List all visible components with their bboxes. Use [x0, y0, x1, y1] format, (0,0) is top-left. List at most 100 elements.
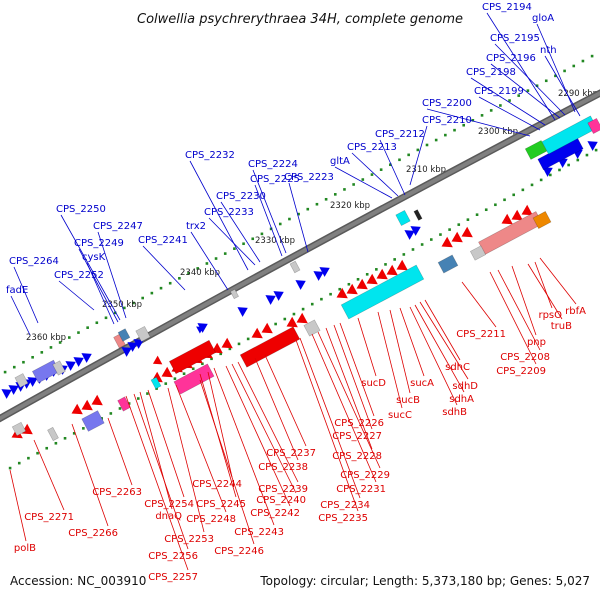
tick-dot-outer [31, 355, 34, 359]
reverse-gene-label: sucD [361, 378, 386, 389]
reverse-gene-label: CPS_2257 [148, 572, 198, 583]
forward-leader-line [189, 160, 249, 271]
tick-dot-outer [554, 74, 557, 78]
reverse-leader-line [199, 379, 255, 545]
forward-leader-line [379, 139, 406, 196]
forward-leader-line [254, 184, 283, 257]
reverse-leader-line [254, 357, 299, 461]
tick-dot-inner [567, 163, 570, 167]
reverse-gene-arrow [336, 287, 348, 299]
tick-dot-inner [127, 402, 131, 405]
tick-dot-inner [146, 392, 149, 395]
tick-dot-inner [274, 322, 277, 326]
forward-gene-arrow [196, 326, 204, 334]
tick-dot-outer [398, 158, 401, 162]
tick-dot-inner [420, 243, 424, 246]
tick-dot-outer [462, 123, 465, 127]
forward-gene-label: CPS_2213 [347, 142, 397, 153]
reverse-gene-label: CPS_2244 [192, 479, 242, 490]
tick-dot-outer [104, 316, 108, 320]
reverse-gene-arrow [376, 268, 388, 280]
tick-dot-outer [352, 183, 355, 186]
reverse-gene-arrow [261, 322, 273, 334]
tick-dot-outer [168, 281, 172, 285]
reverse-gene-label: CPS_2238 [258, 462, 308, 473]
forward-leader-line [486, 12, 556, 121]
reverse-gene-block [239, 326, 301, 368]
tick-dot-inner [384, 263, 387, 266]
forward-gene-arrow [237, 307, 248, 317]
reverse-leader-line [414, 304, 465, 393]
tick-dot-outer [333, 193, 337, 196]
forward-gene-arrow [27, 377, 38, 387]
reverse-leader-line [409, 306, 458, 406]
tick-dot-outer [196, 267, 200, 270]
tick-dot-inner [63, 436, 67, 440]
tick-dot-inner [539, 178, 543, 182]
tick-dot-inner [173, 377, 177, 380]
reverse-leader-line [333, 324, 373, 430]
tick-dot-inner [36, 451, 39, 455]
forward-gene-arrow [273, 291, 284, 301]
reverse-leader-line [311, 333, 377, 483]
reverse-gene-block [168, 339, 217, 375]
forward-gene-arrow [410, 226, 421, 236]
tick-dot-outer [526, 89, 530, 92]
tick-dot-outer [379, 168, 383, 171]
reverse-leader-line [133, 393, 189, 550]
reverse-gene-arrow [356, 278, 368, 290]
tick-dot-outer [324, 197, 328, 201]
tick-dot-inner [475, 213, 479, 216]
reverse-gene-arrow [461, 226, 473, 238]
forward-gene-label: CPS_2194 [482, 2, 532, 13]
forward-leader-line [544, 55, 581, 117]
marker-block [413, 209, 423, 221]
reverse-gene-label: CPS_2248 [186, 514, 236, 525]
forward-gene-arrow [133, 339, 144, 349]
reverse-gene-label: CPS_2208 [500, 352, 550, 363]
tick-dot-outer [278, 222, 282, 226]
reverse-gene-label: sdhB [442, 407, 467, 418]
reverse-leader-line [527, 263, 563, 320]
tick-dot-inner [448, 228, 451, 231]
tick-dot-inner [320, 297, 323, 301]
tick-dot-outer [315, 202, 319, 206]
forward-gene-label: CPS_2230 [216, 191, 266, 202]
tick-dot-outer [434, 138, 438, 142]
kbp-tick-label: 2310 kbp [406, 165, 446, 175]
reverse-leader-line [299, 337, 361, 499]
tick-dot-inner [429, 238, 433, 241]
kbp-tick-label: 2360 kbp [26, 333, 66, 343]
reverse-gene-arrow [221, 337, 233, 349]
reverse-gene-arrow [81, 399, 93, 411]
tick-dot-inner [82, 427, 85, 430]
reverse-gene-label: truB [551, 321, 572, 332]
reverse-leader-line [389, 309, 411, 394]
forward-leader-line [288, 182, 309, 253]
grey-feature-block [14, 373, 29, 388]
tick-dot-outer [233, 247, 236, 250]
reverse-gene-arrow [396, 259, 408, 271]
tick-dot-outer [499, 104, 502, 107]
forward-gene-arrow [1, 389, 12, 399]
forward-gene-label: trx2 [186, 221, 206, 232]
reverse-leader-line [237, 361, 299, 483]
pink-feature-block [117, 396, 131, 412]
kbp-tick-label: 2290 kbp [558, 89, 598, 99]
reverse-gene-arrow [251, 327, 263, 339]
forward-gene-arrow [65, 361, 76, 371]
reverse-leader-line [339, 322, 375, 417]
tick-dot-outer [159, 286, 163, 290]
tick-dot-outer [12, 365, 16, 369]
forward-gene-arrow [295, 280, 306, 290]
forward-gene-label: fadE [6, 285, 28, 296]
kbp-tick-label: 2340 kbp [180, 268, 220, 278]
tick-dot-inner [439, 233, 442, 236]
tick-dot-inner [466, 218, 470, 221]
tick-dot-inner [375, 268, 378, 271]
reverse-leader-line [399, 307, 425, 377]
forward-gene-label: CPS_2212 [375, 129, 425, 140]
tick-dot-inner [136, 397, 140, 400]
forward-leader-line [208, 217, 256, 266]
